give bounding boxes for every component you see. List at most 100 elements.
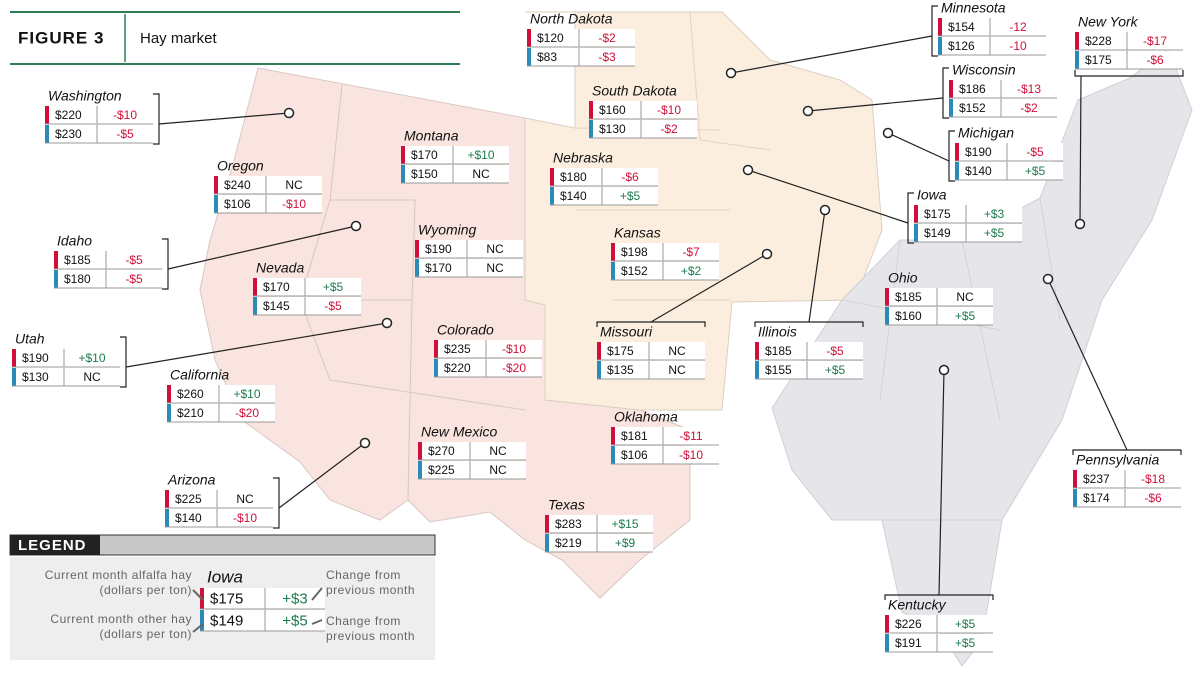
price-change: -$10 bbox=[679, 448, 703, 462]
price: $210 bbox=[177, 406, 204, 420]
price-table: $180 -$6 $140 +$5 bbox=[550, 168, 658, 206]
price-table: $160 -$10 $130 -$2 bbox=[589, 101, 697, 139]
row-background bbox=[253, 278, 361, 296]
row-background bbox=[214, 176, 322, 194]
price-change: -10 bbox=[1009, 39, 1027, 53]
other-marker bbox=[45, 125, 49, 143]
price: $185 bbox=[765, 344, 792, 358]
price-change: NC bbox=[486, 261, 504, 275]
price-table: $185 -$5 $180 -$5 bbox=[54, 251, 162, 289]
state-name: Oklahoma bbox=[614, 409, 678, 425]
state-dot bbox=[725, 67, 737, 79]
alfalfa-marker bbox=[415, 240, 419, 258]
alfalfa-marker bbox=[611, 427, 615, 445]
price-change: +$9 bbox=[615, 536, 636, 550]
row-background bbox=[545, 534, 653, 552]
price-change: NC bbox=[83, 370, 101, 384]
state-name: Illinois bbox=[758, 324, 797, 340]
price-change: NC bbox=[285, 178, 303, 192]
other-marker bbox=[545, 534, 549, 552]
price-table: $237 -$18 $174 -$6 bbox=[1073, 470, 1181, 508]
price-table: $270 NC $225 NC bbox=[418, 442, 526, 480]
legend-pointer bbox=[192, 589, 204, 601]
price-table: $228 -$17 $175 -$6 bbox=[1075, 32, 1183, 70]
figure-title: Hay market bbox=[140, 30, 218, 47]
price-table: $260 +$10 $210 -$20 bbox=[167, 385, 275, 423]
row-background bbox=[434, 340, 542, 358]
row-background bbox=[550, 187, 658, 205]
state-name: Nebraska bbox=[553, 150, 613, 166]
leader-bracket bbox=[162, 238, 169, 290]
other-marker bbox=[214, 195, 218, 213]
alfalfa-marker bbox=[938, 18, 942, 36]
state-name: Nevada bbox=[256, 260, 304, 276]
price: $120 bbox=[537, 31, 564, 45]
legend-label: Current month alfalfa hay bbox=[45, 568, 192, 582]
price: $140 bbox=[560, 189, 587, 203]
price-change: -$10 bbox=[657, 103, 681, 117]
row-background bbox=[1073, 470, 1181, 488]
price-change: -$5 bbox=[324, 299, 342, 313]
price: $174 bbox=[1083, 491, 1110, 505]
price: $155 bbox=[765, 363, 792, 377]
other-marker bbox=[755, 361, 759, 379]
other-marker bbox=[200, 610, 204, 631]
price-change: +$2 bbox=[681, 264, 702, 278]
row-background bbox=[1075, 32, 1183, 50]
price-change: NC bbox=[668, 344, 686, 358]
legend-pointer bbox=[192, 623, 204, 633]
price: $140 bbox=[175, 511, 202, 525]
price-change: +$5 bbox=[984, 226, 1005, 240]
price: $180 bbox=[64, 272, 91, 286]
price-change: -$5 bbox=[125, 253, 143, 267]
other-marker bbox=[550, 187, 554, 205]
row-background bbox=[597, 342, 705, 360]
price-table: $154 -12 $126 -10 bbox=[938, 18, 1046, 56]
row-background bbox=[611, 262, 719, 280]
alfalfa-marker bbox=[45, 106, 49, 124]
leader-line bbox=[808, 209, 826, 323]
price: $106 bbox=[621, 448, 648, 462]
other-marker bbox=[938, 37, 942, 55]
alfalfa-marker bbox=[550, 168, 554, 186]
legend-example-name: Iowa bbox=[207, 567, 243, 586]
price: $106 bbox=[224, 197, 251, 211]
row-background bbox=[949, 99, 1057, 117]
other-marker bbox=[885, 307, 889, 325]
price: $130 bbox=[22, 370, 49, 384]
price: $160 bbox=[599, 103, 626, 117]
price-change: +$5 bbox=[955, 636, 976, 650]
price: $260 bbox=[177, 387, 204, 401]
legend-label: previous month bbox=[326, 629, 415, 643]
price: $270 bbox=[428, 444, 455, 458]
price: $220 bbox=[55, 108, 82, 122]
other-marker bbox=[167, 404, 171, 422]
row-background bbox=[45, 106, 153, 124]
row-background bbox=[955, 162, 1063, 180]
state-dot bbox=[350, 220, 362, 232]
price: $83 bbox=[537, 50, 557, 64]
row-background bbox=[253, 297, 361, 315]
alfalfa-marker bbox=[914, 205, 918, 223]
row-background bbox=[755, 342, 863, 360]
leader-line bbox=[167, 225, 357, 270]
row-background bbox=[401, 165, 509, 183]
price: $283 bbox=[555, 517, 582, 531]
price-table: $240 NC $106 -$10 bbox=[214, 176, 322, 214]
leader-line bbox=[1079, 75, 1082, 225]
alfalfa-marker bbox=[611, 243, 615, 261]
legend-pointer bbox=[311, 619, 323, 625]
other-marker bbox=[1075, 51, 1079, 69]
legend-label: (dollars per ton) bbox=[99, 583, 192, 597]
price: $175 bbox=[607, 344, 634, 358]
other-marker bbox=[611, 262, 615, 280]
state-name: Colorado bbox=[437, 322, 494, 338]
state-dot bbox=[359, 437, 371, 449]
leader-bracket bbox=[153, 93, 160, 145]
price: $175 bbox=[924, 207, 951, 221]
price-change: NC bbox=[236, 492, 254, 506]
state-name: Iowa bbox=[917, 187, 947, 203]
price-change: +$5 bbox=[955, 617, 976, 631]
price-table: $190 NC $170 NC bbox=[415, 240, 523, 278]
row-background bbox=[611, 427, 719, 445]
